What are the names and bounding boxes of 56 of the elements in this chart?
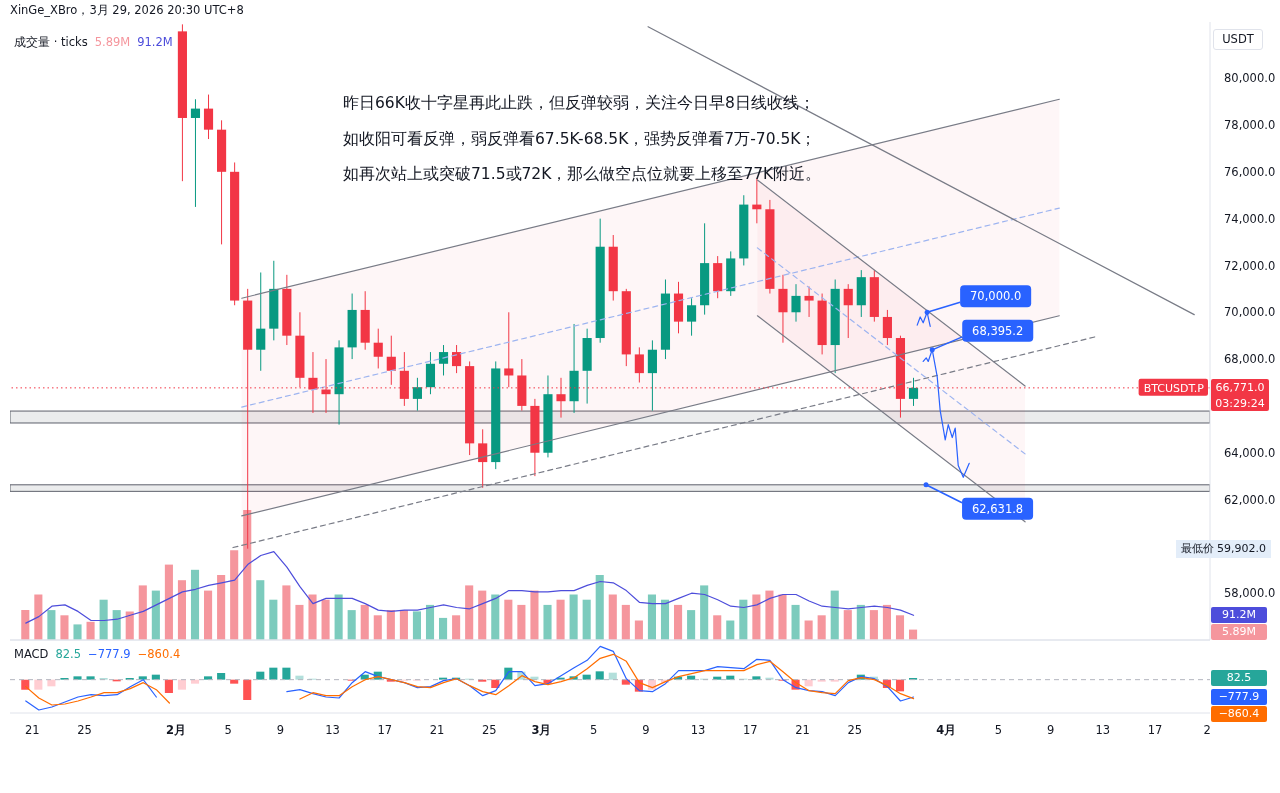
annotation: 82.5: [55, 647, 82, 661]
text: 66,771.0: [1211, 378, 1269, 396]
y-axis-title: USDT: [1213, 29, 1263, 50]
annotation: 70,000.0: [970, 289, 1022, 304]
text: −777.9: [1218, 690, 1260, 703]
annotation: −860.4: [137, 647, 181, 661]
y-tick-label: 68,000.0: [1224, 352, 1276, 367]
annotation: 如收阳可看反弹，弱反弹看67.5K-68.5K，强势反弹看7万-70.5K；: [343, 128, 817, 150]
text: 91.2M: [1211, 607, 1267, 624]
x-tick-label: 5: [224, 723, 232, 737]
y-tick-label: 70,000.0: [1224, 305, 1276, 320]
annotation: −777.9: [88, 647, 131, 661]
text: −860.4: [1218, 707, 1260, 720]
x-tick-label: 25: [77, 723, 92, 737]
text: 5.89M: [1211, 624, 1267, 641]
y-tick-label: 72,000.0: [1224, 258, 1276, 273]
annotation: 68,395.2: [972, 323, 1024, 338]
y-tick-label: 78,000.0: [1224, 118, 1276, 133]
annotation: 最低价 59,902.0: [1175, 540, 1271, 558]
text: 91.2M: [137, 35, 173, 49]
x-tick-label: 21: [429, 723, 445, 737]
x-tick-label: 13: [1095, 723, 1111, 737]
annotation: 62,631.8: [971, 501, 1024, 516]
x-tick-label: 25: [847, 723, 863, 737]
y-tick-label: 64,000.0: [1224, 445, 1276, 460]
y-tick-label: 62,000.0: [1224, 492, 1276, 507]
y-tick-label: 76,000.0: [1224, 164, 1276, 179]
x-tick-label: 2月: [165, 723, 186, 737]
y-tick-label: 80,000.0: [1224, 71, 1276, 86]
x-tick-label: 21: [24, 723, 40, 737]
x-tick-label: 25: [481, 723, 497, 737]
x-tick-label: 17: [743, 723, 758, 737]
chart-title: XinGe_XBro，3月 29, 2026 20:30 UTC+8: [10, 3, 244, 18]
x-tick-label: 13: [690, 723, 706, 737]
x-tick-label: 13: [325, 723, 340, 737]
ref-line-label: BTCUSDT.P: [1143, 381, 1205, 395]
x-tick-label: 3月: [531, 723, 552, 737]
x-tick-label: 5: [994, 723, 1003, 737]
text: 82.5: [1226, 671, 1252, 684]
y-tick-label: 74,000.0: [1224, 211, 1276, 226]
x-tick-label: 9: [1046, 723, 1055, 737]
text: 03:29:24: [1211, 395, 1269, 411]
annotation: 如再次站上或突破71.5或72K，那么做空点位就要上移至77K附近。: [343, 164, 822, 185]
chart-title: 成交量 · ticks: [14, 35, 88, 50]
y-tick-label: 58,000.0: [1224, 586, 1276, 601]
x-tick-label: 4月: [936, 723, 957, 737]
annotation: 昨日66K收十字星再此止跌，但反弹较弱，关注今日早8日线收线；: [343, 93, 815, 114]
x-tick-label: 21: [795, 723, 810, 737]
x-tick-label: 5: [590, 723, 598, 737]
x-tick-label: 2: [1203, 723, 1211, 737]
text: 5.89M: [94, 35, 131, 49]
x-tick-label: 9: [276, 723, 285, 737]
x-tick-label: 17: [1147, 723, 1163, 737]
x-tick-label: 9: [642, 723, 650, 737]
chart-title: MACD: [14, 647, 49, 661]
x-tick-label: 17: [377, 723, 393, 737]
